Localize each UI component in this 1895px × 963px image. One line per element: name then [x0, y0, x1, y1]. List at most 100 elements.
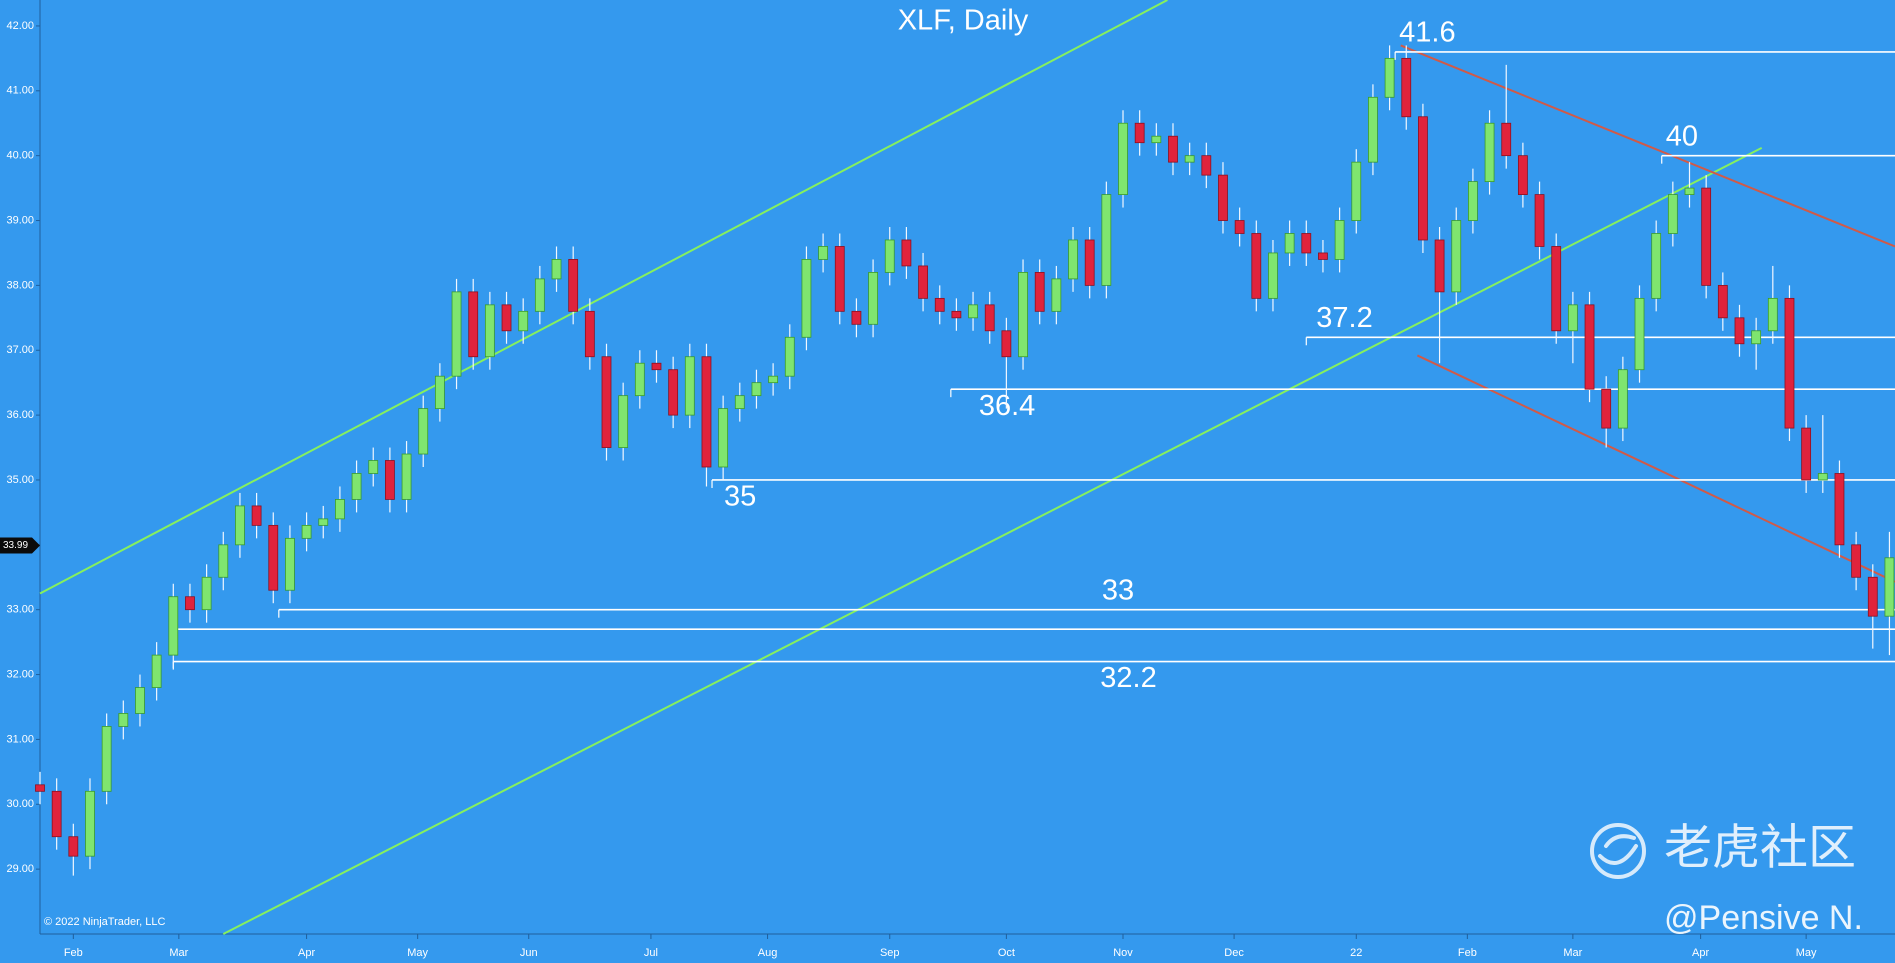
candle-body: [1534, 194, 1545, 247]
x-tick-label: Jun: [520, 947, 538, 959]
candle-body: [1384, 57, 1395, 98]
candle-body: [634, 362, 645, 397]
candle-body: [35, 784, 45, 792]
candle-body: [1184, 155, 1195, 163]
candle-body: [1151, 135, 1162, 144]
candle-body: [984, 304, 995, 332]
y-tick-label: 40.00: [6, 150, 34, 162]
candle-body: [1034, 272, 1045, 312]
candle-body: [368, 460, 379, 474]
candle-body: [268, 524, 279, 591]
x-tick-label: Oct: [998, 947, 1015, 959]
x-tick-label: Feb: [1458, 947, 1477, 959]
y-tick-label: 30.00: [6, 798, 34, 810]
candle-body: [801, 259, 812, 338]
candle-body: [568, 259, 579, 312]
candle-body: [318, 518, 329, 526]
candle-body: [1767, 297, 1778, 332]
candle-body: [1268, 252, 1278, 299]
candle-body: [101, 726, 112, 792]
level-label: 37.2: [1316, 302, 1372, 334]
x-tick-label: Aug: [758, 947, 778, 959]
candle-body: [868, 272, 878, 325]
logo-ring: [1590, 823, 1646, 879]
candle-body: [1284, 233, 1295, 254]
candle-body: [1751, 330, 1762, 345]
candle-body: [1584, 304, 1595, 390]
candle-body: [751, 382, 762, 397]
x-tick-label: Apr: [298, 947, 315, 959]
candle-body: [1351, 161, 1362, 221]
candle-body: [1684, 187, 1695, 195]
candle-body: [1418, 116, 1428, 241]
candle-body: [168, 596, 179, 656]
x-tick-label: 22: [1350, 947, 1362, 959]
candle-body: [701, 356, 712, 468]
candle-body: [1801, 427, 1812, 481]
candle-body: [534, 278, 545, 312]
candle-body: [768, 375, 779, 384]
candle-body: [784, 336, 795, 377]
candle-body: [418, 408, 429, 455]
candle-body: [901, 239, 912, 267]
candle-body: [151, 654, 162, 688]
candle-body: [584, 310, 595, 358]
candle-body: [51, 790, 62, 838]
x-tick-label: Apr: [1692, 947, 1709, 959]
candle-body: [468, 291, 479, 358]
candle-body: [1134, 122, 1145, 144]
candle-body: [968, 304, 978, 319]
trendline: [1416, 354, 1895, 583]
candle-body: [651, 362, 662, 371]
x-tick-label: Mar: [1563, 947, 1582, 959]
candle-body: [1201, 155, 1212, 176]
author: @Pensive N.: [1664, 899, 1863, 937]
candle-body: [1834, 473, 1845, 546]
candle-body: [501, 304, 512, 332]
candle-body: [618, 395, 629, 448]
x-tick-label: Mar: [169, 947, 188, 959]
y-tick-label: 33.00: [6, 604, 34, 616]
candle-body: [1001, 330, 1012, 358]
logo-mark: [1598, 834, 1638, 866]
level-label: 40: [1666, 120, 1698, 152]
candle-body: [668, 369, 679, 416]
candle-body: [1218, 174, 1228, 221]
candle-body: [1234, 220, 1245, 234]
candle-body: [718, 408, 729, 468]
candle-body: [1784, 297, 1795, 429]
y-tick-label: 29.00: [6, 863, 34, 875]
candle-body: [918, 265, 928, 299]
trendline: [222, 146, 1763, 935]
candle-body: [1368, 96, 1378, 163]
candle-body: [934, 297, 945, 312]
candle-body: [1484, 122, 1495, 183]
x-tick-label: May: [1796, 947, 1817, 959]
x-tick-label: Dec: [1224, 947, 1244, 959]
x-tick-label: Nov: [1113, 947, 1133, 959]
candle-body: [834, 246, 845, 312]
y-tick-label: 41.00: [6, 85, 34, 97]
y-tick-label: 37.00: [6, 344, 34, 356]
candles: [35, 45, 1895, 876]
candle-body: [118, 713, 129, 727]
candle-body: [1667, 194, 1678, 234]
candle-body: [135, 687, 145, 714]
candle-body: [1118, 122, 1128, 195]
level-label: 32.2: [1100, 662, 1156, 694]
y-tick-label: 35.00: [6, 474, 34, 486]
candle-body: [201, 576, 212, 611]
candle-body: [1051, 278, 1062, 312]
candle-body: [851, 310, 862, 325]
y-tick-label: 38.00: [6, 279, 34, 291]
trendline: [1400, 44, 1895, 248]
candle-body: [1701, 187, 1712, 286]
candle-body: [951, 310, 962, 319]
candle-body: [1617, 369, 1628, 429]
candle-body: [1301, 233, 1312, 254]
candle-body: [235, 505, 245, 546]
level-label: 33: [1102, 574, 1134, 606]
last-price-label: 33.99: [3, 540, 28, 551]
watermark: 老虎社区: [1664, 822, 1856, 875]
